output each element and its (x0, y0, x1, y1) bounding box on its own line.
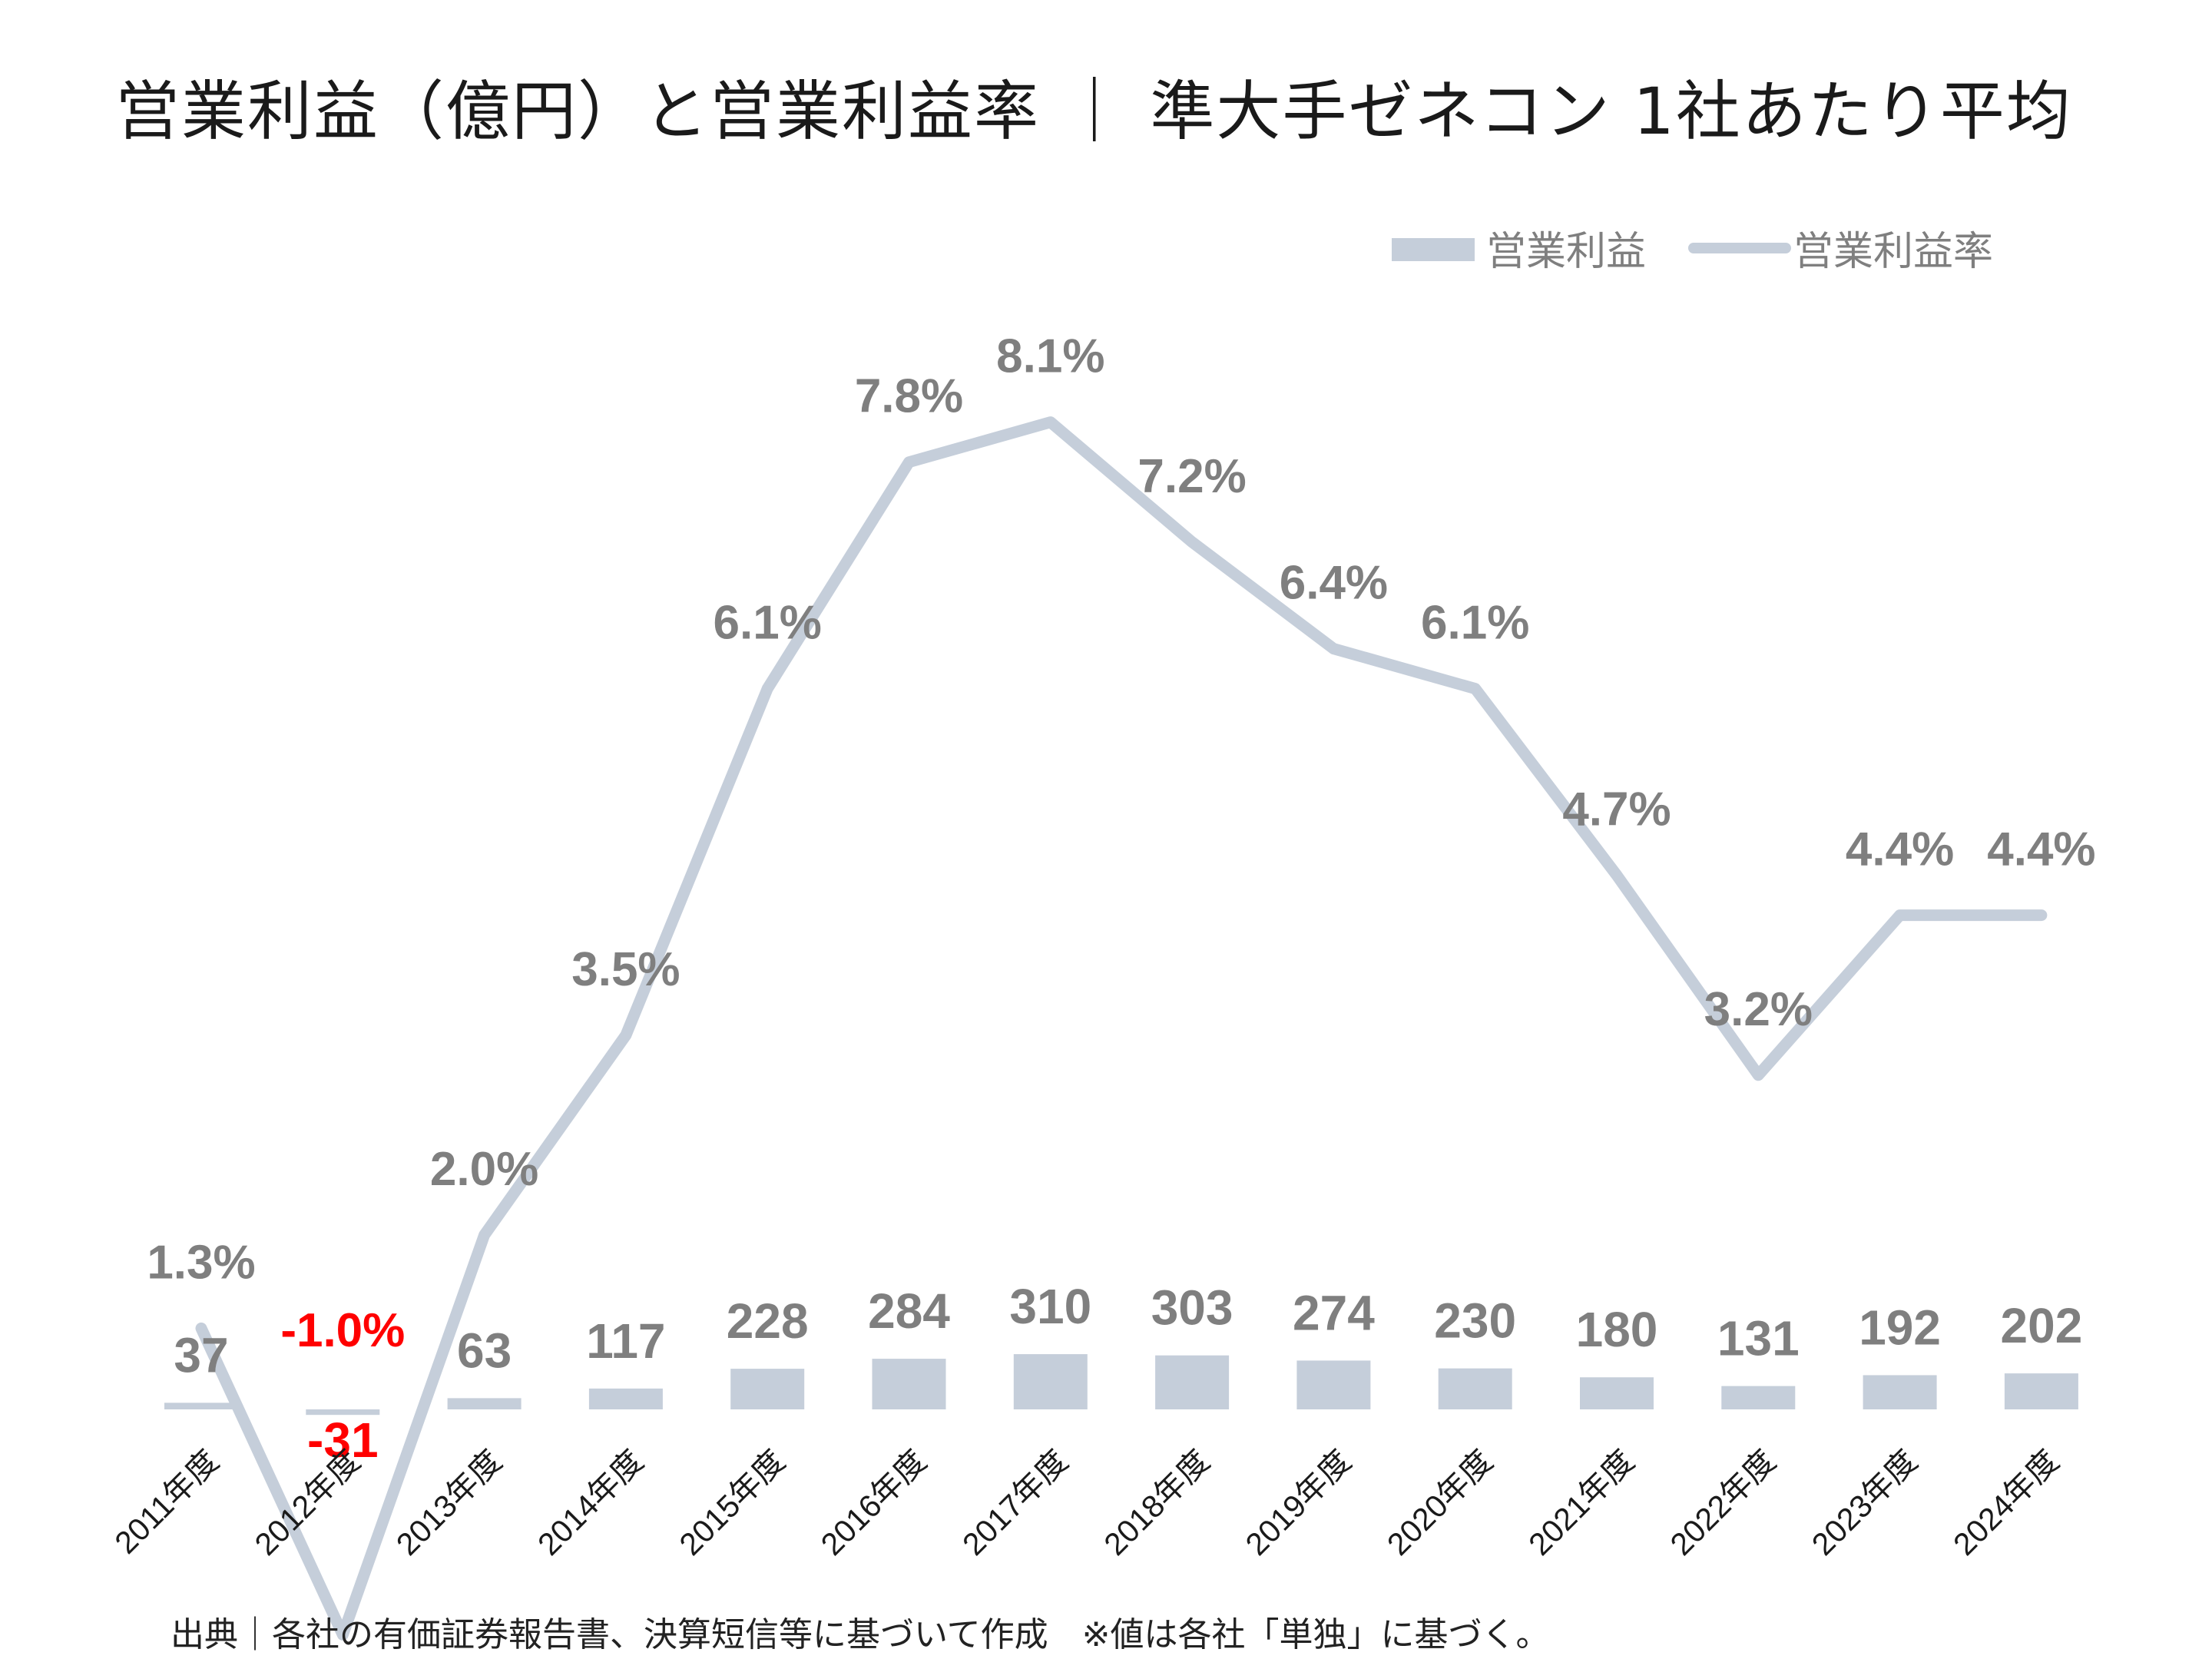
line-data-label: 2.0% (430, 1143, 538, 1196)
bar (1155, 1355, 1230, 1409)
bar-data-label: 37 (174, 1327, 228, 1382)
bar-data-label: 274 (1293, 1285, 1375, 1340)
x-tick-label: 2017年度 (955, 1443, 1075, 1562)
bar-data-label: 303 (1151, 1280, 1233, 1336)
source-note: 出典｜各社の有価証券報告書、決算短信等に基づいて作成 ※値は各社「単独」に基づく… (171, 1615, 1550, 1654)
bar (1013, 1354, 1088, 1409)
x-tick-label: 2014年度 (531, 1443, 650, 1562)
bar-data-label: 131 (1717, 1311, 1800, 1366)
x-tick-label: 2023年度 (1805, 1443, 1924, 1562)
x-tick-label: 2016年度 (814, 1443, 933, 1562)
bar (872, 1359, 946, 1409)
line-data-label: 7.2% (1137, 450, 1246, 503)
bar (588, 1388, 663, 1409)
bar-series (164, 1354, 2078, 1416)
bar-data-label: 117 (586, 1313, 665, 1369)
bar-data-label: 230 (1434, 1293, 1516, 1349)
line-data-label: 1.3% (147, 1236, 255, 1289)
x-tick-label: 2021年度 (1522, 1443, 1641, 1562)
x-tick-label: 2015年度 (673, 1443, 792, 1562)
legend-label-bar: 営業利益 (1486, 229, 1646, 275)
line-data-label: 4.4% (1846, 823, 1954, 876)
chart-title: 営業利益（億円）と営業利益率 ｜ 準大手ゼネコン 1社あたり平均 (115, 74, 2072, 149)
bar-data-label: 63 (457, 1323, 512, 1378)
bar (1721, 1386, 1796, 1409)
x-tick-label: 2011年度 (108, 1443, 226, 1561)
bar (164, 1402, 238, 1409)
line-data-label: 3.5% (571, 943, 680, 996)
line-data-label: -1.0% (280, 1304, 405, 1357)
bar (1580, 1377, 1654, 1409)
bar-data-label: -31 (307, 1412, 379, 1468)
x-tick-label: 2024年度 (1946, 1443, 2065, 1562)
line-data-label: 6.1% (1421, 597, 1529, 650)
bar (1863, 1375, 1937, 1409)
x-tick-label: 2020年度 (1380, 1443, 1499, 1562)
line-data-label: 8.1% (996, 330, 1104, 383)
legend-label-line: 営業利益率 (1793, 229, 1993, 275)
bar (2004, 1373, 2078, 1409)
x-tick-label: 2019年度 (1239, 1443, 1358, 1562)
x-tick-label: 2018年度 (1097, 1443, 1216, 1562)
bar (730, 1369, 805, 1409)
line-data-labels: 1.3% -1.0% 2.0% 3.5% 6.1% 7.8% 8.1% 7.2% 6.4% 6.1… (147, 330, 2095, 1357)
bar (306, 1409, 380, 1416)
x-tick-label: 2022年度 (1664, 1443, 1783, 1562)
bar-data-label: 228 (727, 1293, 809, 1349)
bar-data-label: 192 (1859, 1300, 1941, 1355)
legend: 営業利益 営業利益率 (1392, 229, 1993, 275)
line-data-label: 3.2% (1704, 983, 1813, 1036)
line-data-label: 6.4% (1280, 557, 1388, 610)
line-series (195, 416, 2048, 1641)
line-data-label: 4.4% (1987, 823, 2095, 876)
legend-swatch-bar (1392, 238, 1475, 261)
bar (447, 1398, 522, 1409)
bar-data-label: 310 (1009, 1279, 1091, 1334)
bar-data-label: 180 (1576, 1302, 1658, 1357)
bar-data-label: 284 (868, 1283, 950, 1339)
bar-data-label: 202 (2001, 1298, 2083, 1353)
line-data-label: 4.7% (1562, 783, 1671, 836)
bar (1438, 1368, 1512, 1409)
line-data-label: 7.8% (855, 370, 963, 423)
rate-line (195, 416, 2048, 1641)
bar (1296, 1360, 1371, 1409)
bar-data-labels: 37 -31 63 117 228 284 310 303 274 230 180 131 192 202 (174, 1279, 2082, 1468)
line-data-label: 6.1% (714, 597, 822, 650)
